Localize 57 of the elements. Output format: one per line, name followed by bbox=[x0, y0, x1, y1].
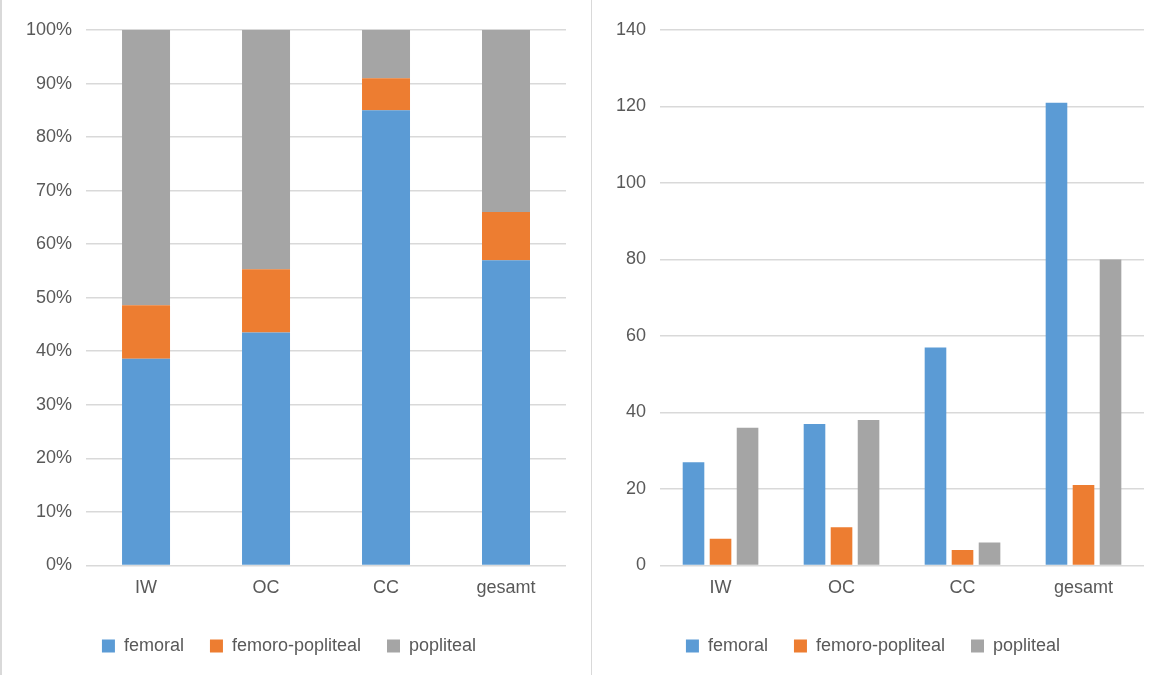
x-tick-label: CC bbox=[373, 577, 400, 598]
bar bbox=[122, 30, 171, 306]
y-tick-label: 20% bbox=[36, 447, 73, 468]
bar bbox=[736, 427, 759, 565]
bar bbox=[242, 332, 291, 565]
bar bbox=[1045, 102, 1068, 565]
x-tick-label: IW bbox=[135, 577, 158, 598]
y-tick-label: 20 bbox=[626, 477, 647, 498]
y-tick-label: 100% bbox=[25, 18, 73, 39]
y-tick-label: 50% bbox=[36, 286, 73, 307]
bar bbox=[482, 30, 530, 213]
y-tick-label: 0% bbox=[46, 554, 73, 575]
bar bbox=[978, 542, 1001, 565]
y-tick-label: 30% bbox=[36, 393, 73, 414]
legend-label: femoro-popliteal bbox=[815, 634, 946, 655]
x-tick-label: OC bbox=[252, 577, 280, 598]
y-tick-label: 40% bbox=[36, 340, 73, 361]
y-tick-label: 120 bbox=[615, 95, 647, 116]
bar bbox=[242, 269, 291, 333]
bar bbox=[682, 462, 705, 565]
y-tick-label: 80% bbox=[36, 126, 73, 147]
bar bbox=[830, 527, 853, 565]
bar bbox=[924, 347, 947, 565]
bar bbox=[122, 358, 171, 565]
bar bbox=[362, 110, 411, 565]
bar bbox=[951, 550, 974, 565]
x-tick-label: gesamt bbox=[476, 577, 536, 598]
y-tick-label: 0 bbox=[636, 554, 647, 575]
bar bbox=[242, 30, 291, 270]
x-tick-label: OC bbox=[828, 577, 856, 598]
y-tick-label: 70% bbox=[36, 179, 73, 200]
bar bbox=[1099, 259, 1122, 565]
bar bbox=[709, 538, 732, 565]
legend-label: femoral bbox=[123, 634, 184, 655]
y-tick-label: 60% bbox=[36, 233, 73, 254]
y-tick-label: 10% bbox=[36, 500, 73, 521]
legend-label: femoro-popliteal bbox=[231, 634, 362, 655]
legend-label: popliteal bbox=[409, 634, 477, 655]
bar bbox=[482, 260, 530, 565]
y-tick-label: 80 bbox=[626, 248, 647, 269]
bar bbox=[857, 420, 880, 565]
bar bbox=[122, 305, 171, 359]
legend-label: popliteal bbox=[993, 634, 1061, 655]
bar bbox=[362, 78, 411, 111]
x-tick-label: CC bbox=[949, 577, 976, 598]
y-tick-label: 90% bbox=[36, 72, 73, 93]
bar bbox=[362, 30, 411, 79]
y-tick-label: 140 bbox=[615, 18, 647, 39]
y-tick-label: 60 bbox=[626, 324, 647, 345]
legend-label: femoral bbox=[707, 634, 768, 655]
x-tick-label: gesamt bbox=[1053, 577, 1114, 598]
bar bbox=[1072, 485, 1095, 565]
y-tick-label: 100 bbox=[615, 171, 647, 192]
bar bbox=[803, 423, 826, 565]
bar bbox=[482, 212, 530, 261]
y-tick-label: 40 bbox=[626, 401, 647, 422]
x-tick-label: IW bbox=[709, 577, 732, 598]
